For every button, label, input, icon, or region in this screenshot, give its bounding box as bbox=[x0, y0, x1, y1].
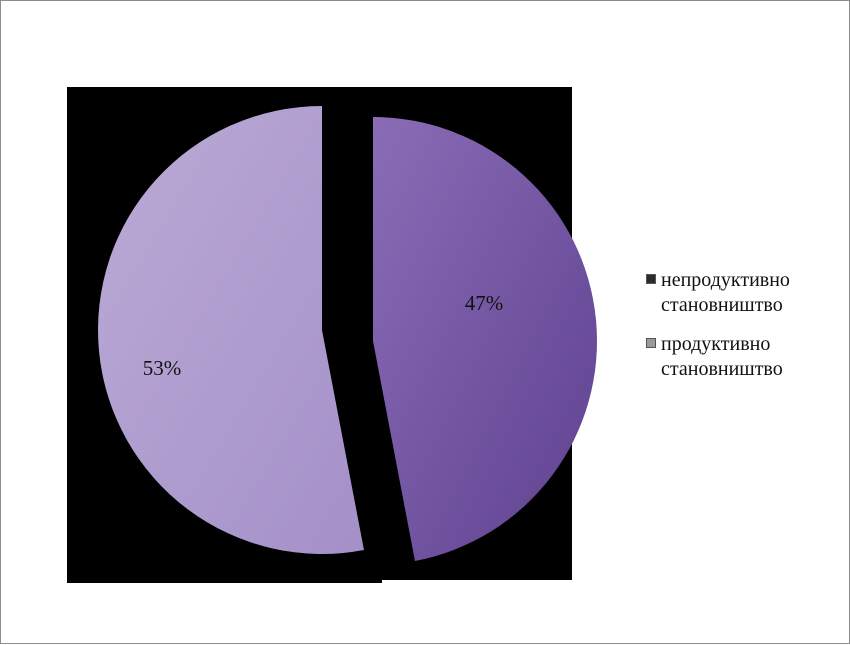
legend-swatch-1 bbox=[646, 338, 656, 348]
pie-slice-1 bbox=[98, 106, 364, 554]
legend: непродуктивно становништво продуктивно с… bbox=[646, 268, 846, 396]
legend-label-1: продуктивно становништво bbox=[661, 333, 783, 380]
data-label-1: 53% bbox=[143, 356, 182, 380]
data-label-0: 47% bbox=[465, 291, 504, 315]
legend-swatch-0 bbox=[646, 274, 656, 284]
legend-label-0: непродуктивно становништво bbox=[661, 269, 790, 316]
pie-slice-0 bbox=[373, 117, 598, 562]
legend-item-0: непродуктивно становништво bbox=[646, 268, 846, 318]
legend-item-1: продуктивно становништво bbox=[646, 332, 846, 382]
